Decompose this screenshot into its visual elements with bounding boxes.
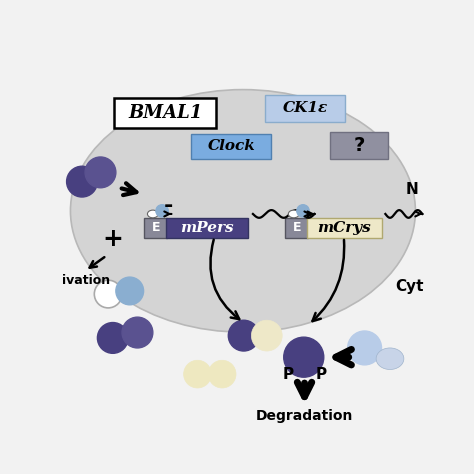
Text: Clock: Clock (208, 139, 255, 153)
Text: mCrys: mCrys (317, 221, 371, 235)
Circle shape (94, 280, 122, 308)
Text: ivation: ivation (62, 273, 110, 287)
Text: N: N (405, 182, 418, 197)
Ellipse shape (147, 210, 158, 218)
Text: +: + (102, 227, 123, 251)
Text: -: - (164, 196, 173, 216)
Circle shape (251, 320, 282, 351)
Ellipse shape (71, 90, 415, 332)
FancyBboxPatch shape (145, 218, 167, 238)
Circle shape (85, 157, 116, 188)
FancyBboxPatch shape (191, 134, 272, 158)
FancyBboxPatch shape (166, 218, 248, 238)
Text: BMAL1: BMAL1 (128, 104, 202, 122)
Text: CK1ε: CK1ε (283, 101, 328, 116)
FancyBboxPatch shape (265, 95, 346, 121)
Text: mPers: mPers (180, 221, 234, 235)
Circle shape (183, 360, 211, 388)
Text: E: E (152, 221, 160, 234)
Circle shape (208, 360, 236, 388)
FancyBboxPatch shape (114, 98, 216, 128)
Text: ?: ? (354, 136, 365, 155)
Text: Cyt: Cyt (395, 279, 423, 294)
Circle shape (156, 205, 168, 217)
Circle shape (66, 166, 97, 197)
Ellipse shape (376, 348, 404, 370)
Text: Degradation: Degradation (256, 409, 353, 423)
Circle shape (347, 331, 382, 365)
Ellipse shape (288, 210, 299, 218)
Circle shape (97, 322, 128, 353)
Circle shape (297, 205, 309, 217)
Circle shape (284, 337, 324, 377)
Text: P: P (283, 367, 294, 383)
Text: P: P (315, 367, 326, 383)
Text: E: E (292, 221, 301, 234)
FancyBboxPatch shape (285, 218, 309, 238)
Circle shape (122, 317, 153, 348)
FancyBboxPatch shape (307, 218, 382, 238)
Circle shape (116, 277, 144, 305)
FancyBboxPatch shape (330, 132, 389, 158)
Circle shape (228, 320, 259, 351)
